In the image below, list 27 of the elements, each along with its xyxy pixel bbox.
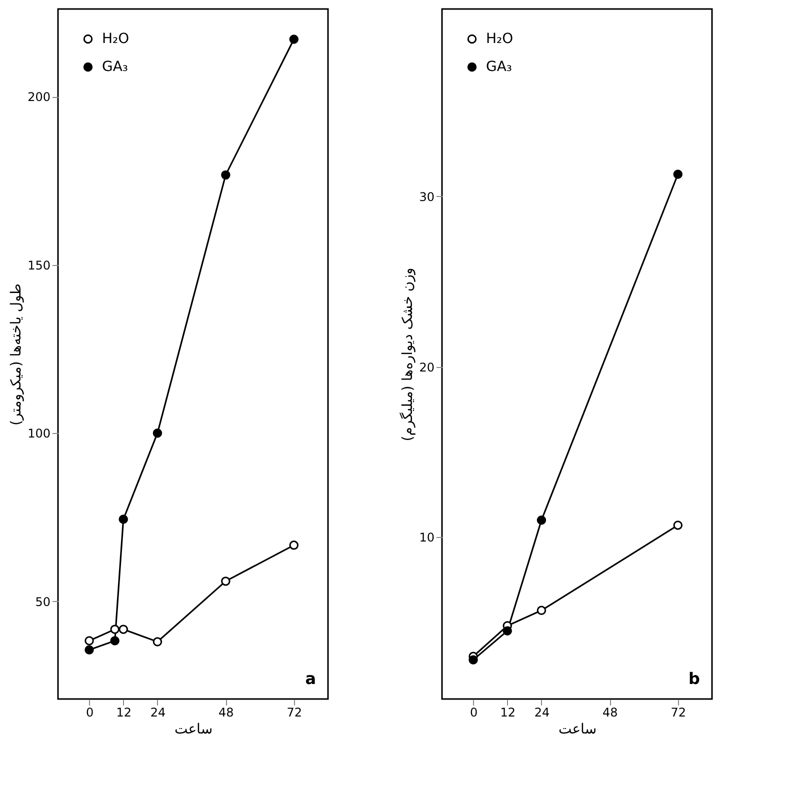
y-tick-label: 150	[28, 258, 50, 272]
annotation: b	[688, 669, 700, 688]
x-axis-title: ساعت	[558, 722, 597, 738]
y-tick-label: 200	[28, 90, 50, 104]
y-tick-label: 50	[35, 594, 50, 609]
legend-label: GA₃	[102, 59, 128, 75]
y-tick-label: 20	[419, 360, 434, 374]
x-tick-label: 0	[470, 706, 478, 720]
x-tick-label: 0	[86, 706, 94, 720]
x-tick-label: 72	[286, 706, 302, 720]
x-tick-label: 48	[602, 706, 618, 720]
annotation: a	[305, 669, 316, 688]
legend-label: H₂O	[486, 31, 514, 47]
x-tick-label: 24	[534, 706, 550, 720]
x-tick-label: 48	[218, 706, 234, 720]
y-tick-label: 10	[419, 530, 434, 545]
legend-label: H₂O	[102, 31, 130, 47]
x-tick-label: 72	[670, 706, 686, 720]
y-tick-label: 30	[419, 190, 434, 204]
y-axis-title: وزن خشک دیواره‌ها (میلیگرم)	[399, 268, 416, 442]
y-axis-title: طول یاخته‌ها (میکرومتر)	[8, 284, 25, 426]
x-tick-label: 12	[116, 706, 132, 720]
x-tick-label: 12	[500, 706, 516, 720]
y-tick-label: 100	[28, 426, 50, 441]
x-tick-label: 24	[150, 706, 166, 720]
legend-label: GA₃	[486, 59, 512, 75]
x-axis-title: ساعت	[174, 722, 213, 738]
